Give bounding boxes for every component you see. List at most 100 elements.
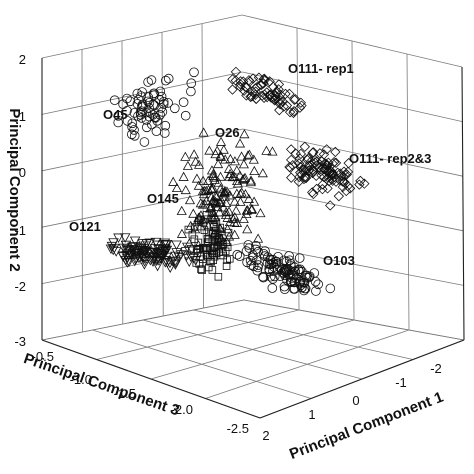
- data-point: [231, 165, 242, 175]
- data-point: [184, 195, 196, 205]
- data-point: [214, 197, 225, 207]
- data-point: [307, 167, 318, 179]
- data-point: [262, 252, 273, 263]
- data-point: [238, 213, 249, 224]
- x-tick-label: -1: [395, 375, 407, 390]
- data-point: [224, 228, 233, 237]
- data-point: [180, 110, 191, 121]
- data-point: [227, 84, 238, 95]
- data-point: [119, 233, 131, 243]
- data-point: [235, 196, 246, 206]
- data-point: [330, 157, 342, 168]
- z-tick-label: 0: [19, 165, 26, 180]
- data-point: [224, 171, 235, 181]
- data-point: [264, 76, 275, 87]
- cluster-label-o111-rep2-3: O111- rep2&3: [349, 151, 431, 166]
- data-point: [122, 116, 133, 126]
- data-point: [294, 266, 304, 277]
- data-point: [245, 255, 256, 266]
- data-point: [253, 260, 264, 270]
- y-tick-label: -2.0: [171, 402, 193, 417]
- data-point: [186, 245, 197, 255]
- data-point: [163, 73, 174, 84]
- data-point: [194, 216, 203, 225]
- data-point: [148, 110, 158, 120]
- data-point: [148, 255, 159, 265]
- data-point: [123, 257, 135, 268]
- data-point: [213, 238, 222, 247]
- data-point: [190, 223, 199, 231]
- data-point: [270, 93, 281, 104]
- frame-edge: [259, 339, 465, 419]
- data-point: [208, 247, 216, 256]
- data-point: [304, 272, 314, 283]
- data-point: [295, 276, 306, 286]
- data-point: [229, 156, 241, 166]
- data-point: [321, 144, 332, 155]
- data-point: [284, 161, 295, 173]
- data-point: [251, 240, 261, 251]
- data-point: [303, 160, 314, 171]
- floor-gridline: [150, 319, 355, 380]
- x-tick-label: 1: [308, 407, 315, 422]
- data-point: [144, 248, 155, 258]
- data-point: [173, 253, 185, 263]
- data-point: [295, 280, 306, 291]
- data-point: [158, 97, 169, 107]
- data-point: [337, 171, 349, 182]
- data-point: [297, 266, 307, 277]
- data-point: [207, 183, 219, 193]
- data-point: [137, 87, 148, 97]
- x-tick-label: -2: [430, 361, 442, 376]
- data-point: [190, 256, 201, 266]
- data-point: [188, 253, 200, 264]
- z-tick-label: 1: [19, 109, 26, 124]
- data-point: [188, 208, 199, 218]
- data-point: [274, 105, 285, 116]
- data-point: [241, 246, 252, 256]
- data-point: [330, 146, 341, 158]
- data-point: [176, 228, 188, 238]
- data-point: [296, 282, 307, 293]
- data-point: [232, 249, 243, 260]
- data-point: [281, 100, 293, 111]
- data-point: [238, 173, 250, 183]
- data-point: [171, 182, 183, 193]
- data-point: [141, 107, 152, 118]
- data-point: [252, 233, 264, 243]
- data-point: [127, 129, 137, 140]
- data-point: [245, 175, 257, 185]
- data-point: [229, 229, 240, 239]
- data-point: [293, 176, 305, 187]
- data-point: [137, 239, 149, 249]
- x-axis-title: Principal Component 1: [287, 389, 446, 463]
- data-point: [181, 242, 193, 253]
- data-point: [189, 67, 199, 78]
- data-point: [105, 244, 117, 255]
- data-point: [247, 86, 259, 98]
- data-point: [320, 158, 332, 169]
- data-point: [265, 271, 276, 282]
- data-point: [212, 226, 220, 235]
- data-point: [316, 156, 327, 167]
- grid-planes: [41, 14, 465, 419]
- data-point: [255, 207, 266, 218]
- data-point: [231, 205, 242, 215]
- data-point: [245, 91, 256, 102]
- data-point: [302, 153, 314, 164]
- data-point: [149, 248, 161, 258]
- data-point: [285, 277, 296, 287]
- data-point: [284, 255, 295, 266]
- data-point: [130, 254, 141, 265]
- data-point: [261, 91, 273, 103]
- data-point: [207, 196, 218, 206]
- data-point: [295, 162, 306, 173]
- data-point: [189, 149, 200, 159]
- frame-edge: [41, 339, 261, 419]
- data-point: [227, 172, 238, 182]
- axis-frame: [41, 58, 465, 419]
- data-point: [167, 256, 178, 267]
- data-point: [228, 213, 239, 223]
- data-point: [290, 148, 301, 159]
- data-point: [257, 168, 268, 178]
